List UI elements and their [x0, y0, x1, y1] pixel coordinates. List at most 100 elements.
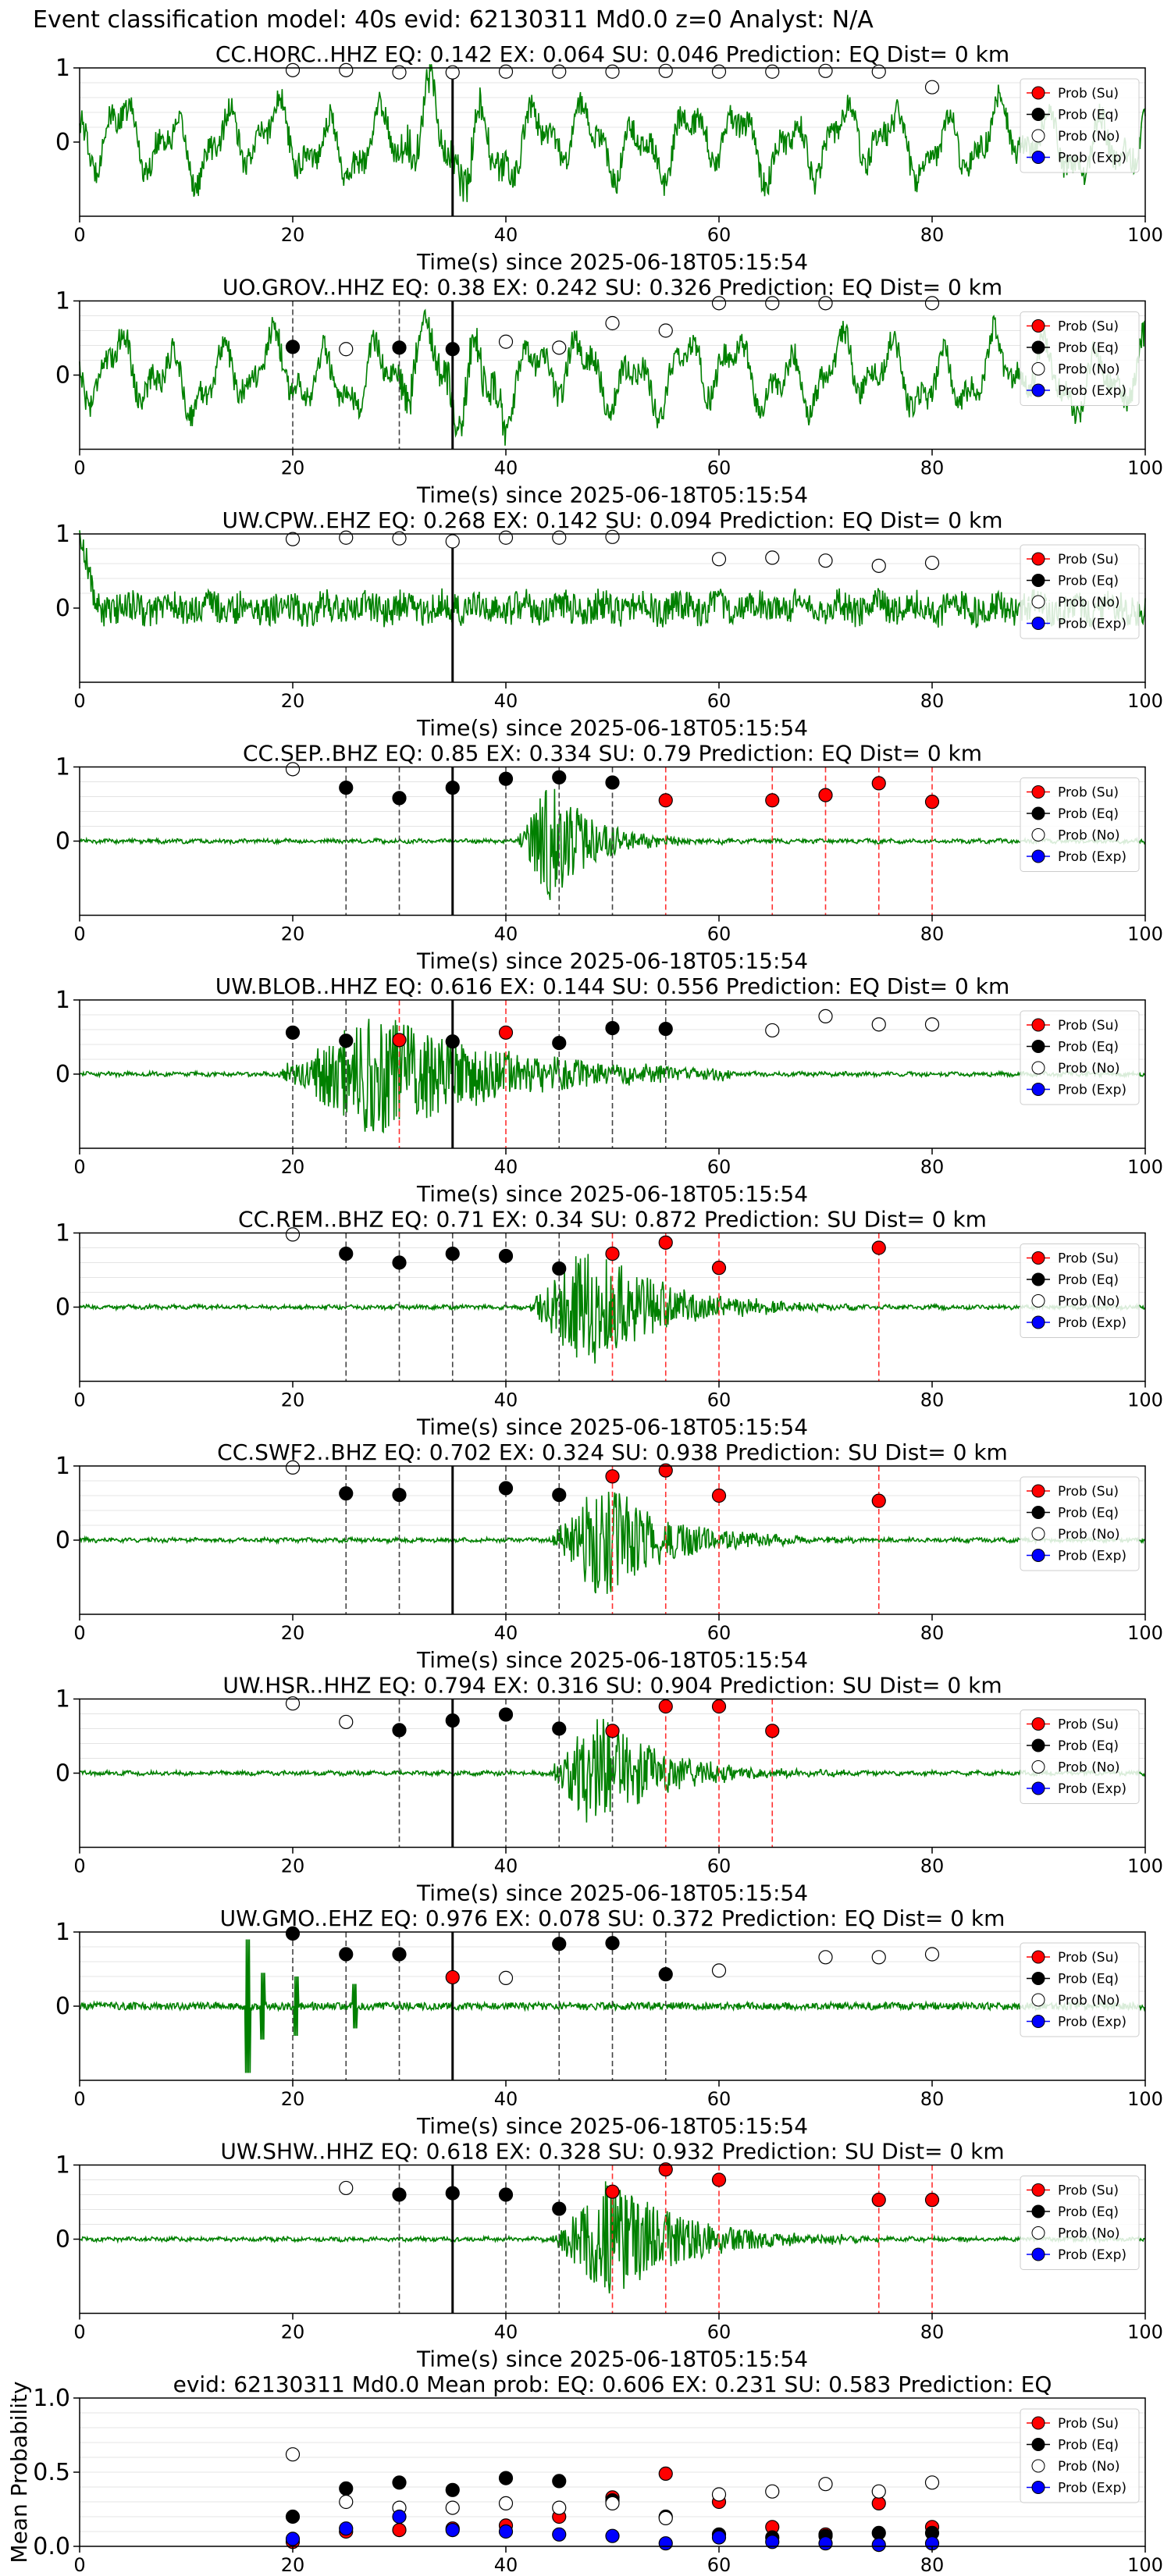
legend-marker-eq — [1031, 1972, 1045, 1985]
legend-label: Prob (No) — [1058, 2459, 1120, 2475]
x-tick-label: 80 — [920, 2322, 945, 2343]
marker-prob-no — [552, 530, 567, 545]
x-tick-label: 0 — [73, 224, 85, 246]
y-tick-label: 0.0 — [33, 2533, 70, 2560]
legend-marker-no — [1031, 2226, 1045, 2240]
x-tick-label: 100 — [1127, 1156, 1163, 1178]
x-tick-label: 0 — [73, 1156, 85, 1178]
subplot-3: UW.CPW..EHZ EQ: 0.268 EX: 0.142 SU: 0.09… — [55, 507, 1163, 741]
x-tick-label: 40 — [494, 2554, 518, 2576]
legend-label: Prob (Su) — [1058, 2183, 1119, 2199]
marker-prob-no — [711, 64, 727, 79]
x-axis-label: Time(s) since 2025-06-18T05:15:54 — [416, 249, 808, 275]
legend-marker-eq — [1031, 1040, 1045, 1053]
marker-prob-no — [605, 64, 620, 79]
legend-label: Prob (Su) — [1058, 1717, 1119, 1733]
legend-box — [1020, 544, 1140, 639]
marker-prob-no — [765, 296, 780, 311]
legend-marker-no — [1031, 1061, 1045, 1075]
legend-label: Prob (Eq) — [1058, 340, 1119, 356]
marker-prob-no — [285, 62, 301, 77]
legend-label: Prob (Eq) — [1058, 1738, 1119, 1754]
marker-prob-no — [445, 2500, 460, 2515]
marker-prob-no — [924, 555, 940, 571]
marker-prob-exp — [765, 2535, 780, 2549]
legend-label: Prob (Su) — [1058, 785, 1119, 801]
y-tick-label: 0 — [55, 362, 70, 390]
legend-marker-no — [1031, 1760, 1045, 1774]
marker-prob-no — [924, 296, 940, 311]
marker-prob-no — [605, 529, 620, 544]
legend-marker-exp — [1031, 1083, 1045, 1096]
subplot-title: UW.CPW..EHZ EQ: 0.268 EX: 0.142 SU: 0.09… — [222, 507, 1003, 533]
legend-label: Prob (Su) — [1058, 1950, 1119, 1966]
marker-prob-no — [765, 64, 780, 79]
marker-prob-exp — [339, 2521, 354, 2536]
marker-prob-no — [658, 323, 673, 338]
x-tick-label: 60 — [707, 1156, 731, 1178]
y-tick-label: 1 — [55, 1220, 70, 1247]
legend-marker-no — [1031, 362, 1045, 375]
marker-prob-eq — [552, 1035, 567, 1051]
subplot-title: UW.SHW..HHZ EQ: 0.618 EX: 0.328 SU: 0.93… — [220, 2139, 1004, 2165]
x-tick-label: 20 — [281, 1389, 305, 1411]
marker-prob-no — [818, 2477, 833, 2492]
x-tick-label: 100 — [1127, 1856, 1163, 1877]
legend-marker-eq — [1031, 1506, 1045, 1519]
marker-prob-su — [871, 2193, 886, 2208]
legend-label: Prob (Exp) — [1058, 1315, 1127, 1331]
subplot-title: CC.HORC..HHZ EQ: 0.142 EX: 0.064 SU: 0.0… — [215, 41, 1009, 67]
marker-prob-eq — [392, 340, 407, 355]
marker-prob-no — [285, 762, 301, 777]
legend-marker-eq — [1031, 2204, 1045, 2218]
x-tick-label: 20 — [281, 2088, 305, 2110]
legend-label: Prob (Exp) — [1058, 151, 1127, 166]
marker-prob-eq — [658, 1967, 673, 1982]
marker-prob-eq — [339, 2481, 354, 2496]
marker-prob-no — [818, 1009, 833, 1024]
marker-prob-exp — [605, 2528, 620, 2543]
x-tick-label: 60 — [707, 690, 731, 712]
marker-prob-no — [445, 65, 460, 80]
y-tick-label: 0 — [55, 595, 70, 622]
x-tick-label: 0 — [73, 1856, 85, 1877]
x-tick-label: 60 — [707, 923, 731, 945]
legend-box — [1020, 777, 1140, 872]
legend-label: Prob (Exp) — [1058, 1083, 1127, 1098]
x-tick-label: 100 — [1127, 1389, 1163, 1411]
legend-label: Prob (No) — [1058, 2226, 1120, 2242]
x-tick-label: 0 — [73, 1389, 85, 1411]
x-axis-label: Time(s) since 2025-06-18T05:15:54 — [416, 482, 808, 508]
marker-prob-no — [711, 296, 727, 311]
marker-prob-no — [658, 63, 673, 78]
marker-prob-su — [658, 1699, 673, 1714]
marker-prob-no — [392, 65, 407, 80]
marker-prob-no — [711, 2487, 727, 2502]
legend-marker-eq — [1031, 1272, 1045, 1286]
marker-prob-eq — [552, 2474, 567, 2489]
legend-marker-eq — [1031, 1738, 1045, 1752]
legend-box — [1020, 311, 1140, 406]
marker-prob-eq — [552, 1721, 567, 1736]
subplot-title: UW.GMO..EHZ EQ: 0.976 EX: 0.078 SU: 0.37… — [220, 1905, 1005, 1931]
marker-prob-eq — [339, 1034, 354, 1048]
y-tick-label: 1 — [55, 288, 70, 315]
marker-prob-exp — [871, 2538, 886, 2553]
marker-prob-su — [765, 793, 780, 808]
x-tick-label: 0 — [73, 457, 85, 479]
marker-prob-su — [924, 2193, 940, 2208]
marker-prob-su — [871, 1240, 886, 1255]
legend-label: Prob (Eq) — [1058, 574, 1119, 589]
marker-prob-eq — [285, 340, 301, 354]
legend-marker-exp — [1031, 151, 1045, 164]
x-axis-label: Time(s) since 2025-06-18T05:15:54 — [416, 1880, 808, 1906]
figure-title: Event classification model: 40s evid: 62… — [33, 6, 874, 34]
legend-box — [1020, 1244, 1140, 1338]
marker-prob-su — [658, 2466, 673, 2481]
x-tick-label: 100 — [1127, 923, 1163, 945]
legend-label: Prob (Exp) — [1058, 2015, 1127, 2030]
x-axis-label: Time(s) since 2025-06-18T05:15:54 — [416, 1647, 808, 1673]
x-tick-label: 100 — [1127, 224, 1163, 246]
marker-prob-su — [924, 795, 940, 809]
